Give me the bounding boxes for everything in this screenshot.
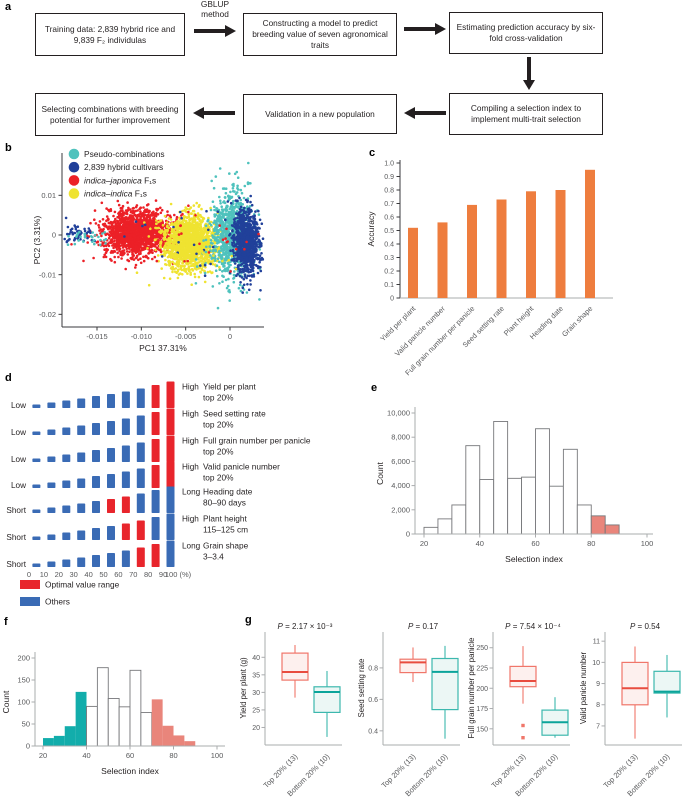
flow-box-estimating-accuracy-text: Estimating prediction accuracy by six-fo… — [456, 22, 596, 43]
accuracy-bar-chart: 00.10.20.30.40.50.60.70.80.91.0AccuracyY… — [366, 160, 613, 377]
flow-arrow-2-icon — [404, 27, 435, 31]
flow-arrow-5-icon — [204, 111, 235, 115]
flow-box-training-data-text: Training data: 2,839 hybrid rice and 9,8… — [44, 23, 176, 45]
flow-box-validation-text: Validation in a new population — [265, 108, 375, 119]
panel-label-g: g — [245, 614, 252, 626]
flow-box-validation: Validation in a new population — [243, 94, 397, 134]
panel-label-e: e — [371, 382, 378, 394]
flow-arrow-3-icon — [527, 57, 531, 80]
panel-label-b: b — [5, 142, 12, 154]
flow-box-selecting-combinations: Selecting combinations with breeding pot… — [35, 93, 185, 136]
flow-arrow-label-line2: method — [201, 8, 229, 19]
flow-box-constructing-model-text: Constructing a model to predict breeding… — [252, 18, 388, 50]
panel-label-a: a — [5, 1, 12, 13]
panel-label-c: c — [369, 147, 376, 159]
flow-box-selection-index-text: Compiling a selection index to implement… — [470, 103, 582, 124]
flow-arrow-label-line1: GBLUP — [200, 0, 230, 9]
panel-label-f: f — [4, 616, 8, 628]
flow-box-estimating-accuracy: Estimating prediction accuracy by six-fo… — [449, 12, 603, 54]
flow-box-selection-index: Compiling a selection index to implement… — [449, 93, 603, 135]
flow-arrow-label-gblup: GBLUP method — [186, 0, 244, 19]
flow-arrow-1-icon — [194, 29, 225, 33]
flow-box-selecting-combinations-text: Selecting combinations with breeding pot… — [41, 103, 179, 125]
flow-arrow-4-icon — [415, 111, 446, 115]
panel-label-d: d — [5, 372, 12, 384]
flow-box-training-data: Training data: 2,839 hybrid rice and 9,8… — [35, 13, 185, 56]
flow-box-constructing-model: Constructing a model to predict breeding… — [243, 13, 397, 56]
